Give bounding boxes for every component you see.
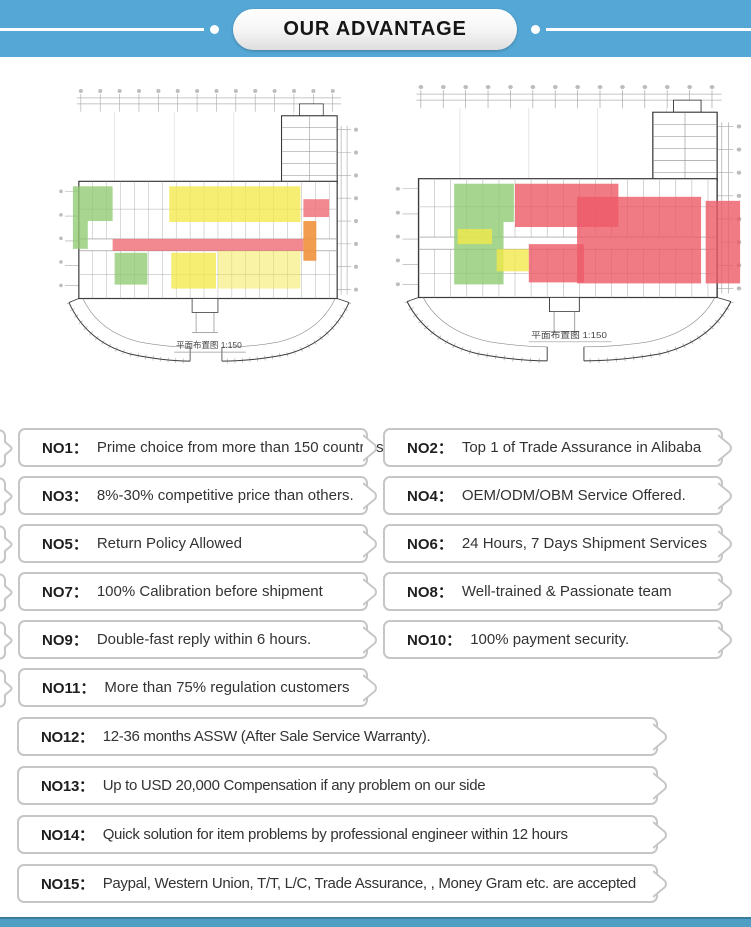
advantage-label: NO10： [407, 632, 462, 649]
arrow-right-icon [718, 577, 732, 606]
advantage-text: 8%-30% competitive price than others. [96, 487, 354, 504]
section-title: OUR ADVANTAGE [283, 18, 467, 40]
floor-plan-left: 平面布置图 1:150 [55, 82, 363, 372]
advantage-label: NO3： [42, 488, 88, 505]
arrow-right-icon [718, 481, 732, 510]
arrow-right-icon [653, 820, 667, 849]
advantage-text: Prime choice from more than 150 countrie… [96, 439, 384, 456]
advantage-text: 24 Hours, 7 Days Shipment Services [461, 535, 707, 552]
header-line-right [546, 28, 751, 31]
arrow-right-icon [363, 481, 377, 510]
advantage-label: NO6： [407, 536, 453, 553]
advantage-item-no12: NO12： 12-36 months ASSW (After Sale Serv… [17, 717, 667, 756]
advantage-text: Double-fast reply within 6 hours. [96, 631, 312, 648]
cut-box-fragment [0, 669, 13, 708]
advantage-text: Return Policy Allowed [96, 535, 242, 552]
advantage-item-no15: NO15： Paypal, Western Union, T/T, L/C, T… [17, 864, 667, 903]
arrow-right-icon [653, 722, 667, 751]
advantage-label: NO15： [41, 876, 94, 893]
advantage-item-no7: NO7： 100% Calibration before shipment [18, 572, 377, 611]
arrow-right-icon [363, 577, 377, 606]
advantage-label: NO2： [407, 440, 453, 457]
header-banner: OUR ADVANTAGE [0, 0, 751, 57]
section-title-pill: OUR ADVANTAGE [233, 9, 517, 50]
arrow-right-icon [718, 433, 732, 462]
advantage-text: More than 75% regulation customers [104, 679, 350, 696]
floor-plan-right: 平面布置图 1:150 [391, 78, 747, 372]
floor-plan-left-zones [72, 186, 330, 289]
arrow-right-icon [363, 673, 377, 702]
header-dot-left [210, 25, 219, 34]
advantage-label: NO4： [407, 488, 453, 505]
advantage-text: OEM/ODM/OBM Service Offered. [461, 487, 686, 504]
advantage-item-no6: NO6： 24 Hours, 7 Days Shipment Services [383, 524, 732, 563]
advantage-label: NO5： [42, 536, 88, 553]
cut-box-fragment [0, 525, 13, 564]
floor-plan-right-zones [454, 183, 741, 285]
advantage-item-no13: NO13： Up to USD 20,000 Compensation if a… [17, 766, 667, 805]
cut-box-fragment [0, 477, 13, 516]
plan-caption-left: 平面布置图 1:150 [176, 340, 242, 350]
arrow-right-icon [718, 529, 732, 558]
footer-bar [0, 917, 751, 927]
cut-box-fragment [0, 573, 13, 612]
advantage-item-no14: NO14： Quick solution for item problems b… [17, 815, 667, 854]
advantage-label: NO14： [41, 827, 94, 844]
advantage-label: NO11： [42, 680, 96, 697]
arrow-right-icon [363, 625, 377, 654]
advantage-item-no3: NO3： 8%-30% competitive price than other… [18, 476, 377, 515]
header-line-left [0, 28, 204, 31]
advantage-item-no1: NO1： Prime choice from more than 150 cou… [18, 428, 384, 467]
advantage-item-no11: NO11： More than 75% regulation customers [18, 668, 377, 707]
advantage-text: Quick solution for item problems by prof… [102, 826, 568, 843]
advantage-item-no10: NO10： 100% payment security. [383, 620, 732, 659]
advantage-text: Well-trained & Passionate team [461, 583, 672, 600]
advantage-text: 12-36 months ASSW (After Sale Service Wa… [102, 728, 431, 745]
cut-box-fragment [0, 429, 13, 468]
advantage-text: Top 1 of Trade Assurance in Alibaba [461, 439, 702, 456]
plan-caption-right: 平面布置图 1:150 [531, 329, 607, 339]
arrow-right-icon [653, 869, 667, 898]
advantage-item-no2: NO2： Top 1 of Trade Assurance in Alibaba [383, 428, 732, 467]
arrow-right-icon [363, 529, 377, 558]
arrow-right-icon [653, 771, 667, 800]
advantage-label: NO1： [42, 440, 88, 457]
advantage-text: Up to USD 20,000 Compensation if any pro… [102, 777, 486, 794]
advantage-text: Paypal, Western Union, T/T, L/C, Trade A… [102, 875, 637, 892]
advantage-item-no4: NO4： OEM/ODM/OBM Service Offered. [383, 476, 732, 515]
advantage-item-no8: NO8： Well-trained & Passionate team [383, 572, 732, 611]
advantage-label: NO9： [42, 632, 88, 649]
advantage-label: NO12： [41, 729, 94, 746]
advantage-label: NO8： [407, 584, 453, 601]
cut-box-fragment [0, 621, 13, 660]
advantage-label: NO13： [41, 778, 94, 795]
header-dot-right [531, 25, 540, 34]
advantage-item-no5: NO5： Return Policy Allowed [18, 524, 377, 563]
advantage-text: 100% Calibration before shipment [96, 583, 323, 600]
advantage-text: 100% payment security. [470, 631, 630, 648]
advantage-item-no9: NO9： Double-fast reply within 6 hours. [18, 620, 377, 659]
arrow-right-icon [718, 625, 732, 654]
advantage-label: NO7： [42, 584, 88, 601]
arrow-right-icon [363, 433, 377, 462]
